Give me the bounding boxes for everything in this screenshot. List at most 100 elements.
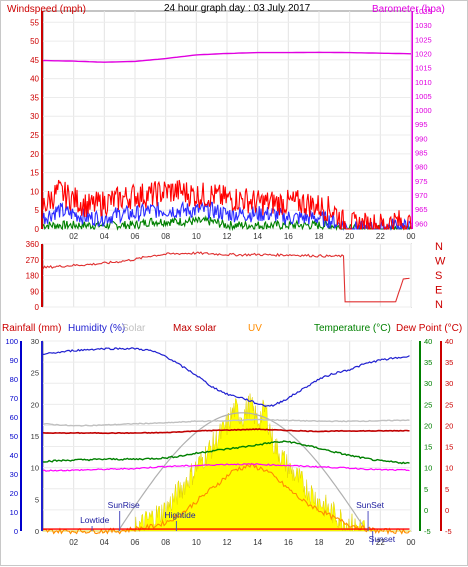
compass-label: N bbox=[435, 299, 443, 311]
x-tick-label: 14 bbox=[253, 232, 262, 241]
barometer-tick-label: 1025 bbox=[415, 35, 432, 44]
barometer-tick-label: 960 bbox=[415, 219, 428, 228]
sunshine-area bbox=[43, 393, 411, 532]
direction-tick-label: 360 bbox=[26, 240, 40, 249]
max-solar-legend: Max solar bbox=[173, 323, 217, 334]
dewpoint-tick-label: 40 bbox=[445, 337, 453, 346]
temperature-tick-label: 10 bbox=[424, 464, 432, 473]
annotation-label: Hightide bbox=[164, 510, 195, 520]
windspeed-tick-label: 20 bbox=[30, 150, 39, 159]
theoretical-solar-curve bbox=[117, 412, 368, 532]
windspeed-tick-label: 25 bbox=[30, 131, 39, 140]
compass-label: W bbox=[435, 256, 446, 268]
rainfall-tick-label: 100 bbox=[5, 337, 18, 346]
barometer-tick-label: 980 bbox=[415, 163, 428, 172]
barometer-axis-title: Barometer (hpa) bbox=[372, 4, 445, 15]
dewpoint-tick-label: 20 bbox=[445, 421, 453, 430]
uv-line bbox=[42, 462, 410, 536]
rainfall-tick-label: 0 bbox=[14, 527, 18, 536]
rainfall-legend: Rainfall (mm) bbox=[2, 323, 61, 334]
chart-title: 24 hour graph day : 03 July 2017 bbox=[164, 3, 311, 14]
x-tick-label: 04 bbox=[100, 232, 109, 241]
humidity-legend: Humidity (%) bbox=[68, 323, 125, 334]
x-tick-label: 02 bbox=[69, 232, 78, 241]
x-tick-label: 22 bbox=[376, 538, 385, 547]
x-tick-label: 06 bbox=[131, 232, 140, 241]
x-tick-label: 12 bbox=[223, 232, 232, 241]
direction-tick-label: 270 bbox=[26, 256, 40, 265]
barometer-tick-label: 970 bbox=[415, 191, 428, 200]
windspeed-tick-label: 15 bbox=[30, 169, 39, 178]
temperature-tick-label: 40 bbox=[424, 337, 432, 346]
barometer-tick-label: 1010 bbox=[415, 78, 432, 87]
barometer-tick-label: 975 bbox=[415, 177, 428, 186]
dewpoint-tick-label: 25 bbox=[445, 400, 453, 409]
barometer-line bbox=[42, 51, 412, 63]
x-tick-label: 14 bbox=[253, 538, 262, 547]
annotation-label: Lowtide bbox=[80, 515, 110, 525]
x-tick-label: 00 bbox=[407, 232, 416, 241]
barometer-tick-label: 990 bbox=[415, 134, 428, 143]
x-tick-label: 04 bbox=[100, 538, 109, 547]
dewpoint-tick-label: 15 bbox=[445, 443, 453, 452]
temperature-tick-label: 30 bbox=[424, 379, 432, 388]
barometer-tick-label: 1035 bbox=[415, 7, 432, 16]
humidity-tick-label: 15 bbox=[31, 432, 39, 441]
temperature-tick-label: 5 bbox=[424, 485, 428, 494]
humidity-tick-label: 5 bbox=[35, 495, 39, 504]
compass-label: N bbox=[435, 241, 443, 253]
temperature-tick-label: 25 bbox=[424, 400, 432, 409]
max-solar-line bbox=[42, 428, 410, 435]
barometer-tick-label: 1005 bbox=[415, 92, 432, 101]
windspeed-tick-label: 0 bbox=[35, 225, 40, 234]
x-tick-label: 16 bbox=[284, 538, 293, 547]
rainfall-tick-label: 90 bbox=[10, 356, 18, 365]
windspeed-tick-label: 10 bbox=[30, 187, 39, 196]
rainfall-tick-label: 30 bbox=[10, 470, 18, 479]
barometer-tick-label: 1015 bbox=[415, 64, 432, 73]
x-tick-label: 20 bbox=[345, 538, 354, 547]
solar-legend: Solar bbox=[122, 323, 146, 334]
humidity-tick-label: 0 bbox=[35, 527, 39, 536]
temperature-tick-label: 35 bbox=[424, 358, 432, 367]
temp-humidity-panel: 0102030405060708090100051015202530-50510… bbox=[5, 337, 453, 547]
wind-lull-line bbox=[42, 214, 412, 232]
barometer-tick-label: 1030 bbox=[415, 21, 432, 30]
temperature-tick-label: 15 bbox=[424, 443, 432, 452]
annotation-label: Sunset bbox=[369, 534, 396, 544]
windspeed-tick-label: 5 bbox=[35, 206, 40, 215]
temperature-tick-label: 20 bbox=[424, 421, 432, 430]
rainfall-tick-label: 80 bbox=[10, 375, 18, 384]
windspeed-tick-label: 45 bbox=[30, 56, 39, 65]
temperature-tick-label: -5 bbox=[424, 527, 431, 536]
x-tick-label: 12 bbox=[223, 538, 232, 547]
humidity-tick-label: 30 bbox=[31, 337, 39, 346]
wind-direction-line bbox=[42, 251, 410, 303]
rainfall-tick-label: 20 bbox=[10, 489, 18, 498]
dewpoint-tick-label: 0 bbox=[445, 506, 449, 515]
barometer-tick-label: 1000 bbox=[415, 106, 432, 115]
x-tick-label: 10 bbox=[192, 538, 201, 547]
x-tick-label: 18 bbox=[315, 538, 324, 547]
x-tick-label: 16 bbox=[284, 232, 293, 241]
rainfall-tick-label: 50 bbox=[10, 432, 18, 441]
humidity-tick-label: 10 bbox=[31, 464, 39, 473]
x-tick-label: 08 bbox=[161, 232, 170, 241]
barometer-tick-label: 965 bbox=[415, 205, 428, 214]
x-tick-label: 02 bbox=[69, 538, 78, 547]
dewpoint-tick-label: 10 bbox=[445, 464, 453, 473]
humidity-tick-label: 25 bbox=[31, 369, 39, 378]
solar-line bbox=[42, 418, 410, 427]
compass-label: E bbox=[435, 285, 442, 297]
direction-tick-label: 0 bbox=[35, 303, 40, 312]
x-tick-label: 10 bbox=[192, 232, 201, 241]
dewpoint-legend: Dew Point (°C) bbox=[396, 323, 462, 334]
windspeed-tick-label: 50 bbox=[30, 37, 39, 46]
temperature-tick-label: 0 bbox=[424, 506, 428, 515]
barometer-tick-label: 1020 bbox=[415, 49, 432, 58]
annotation-label: SunSet bbox=[356, 500, 385, 510]
rainfall-tick-label: 70 bbox=[10, 394, 18, 403]
rainfall-tick-label: 10 bbox=[10, 508, 18, 517]
uv-legend: UV bbox=[248, 323, 262, 334]
